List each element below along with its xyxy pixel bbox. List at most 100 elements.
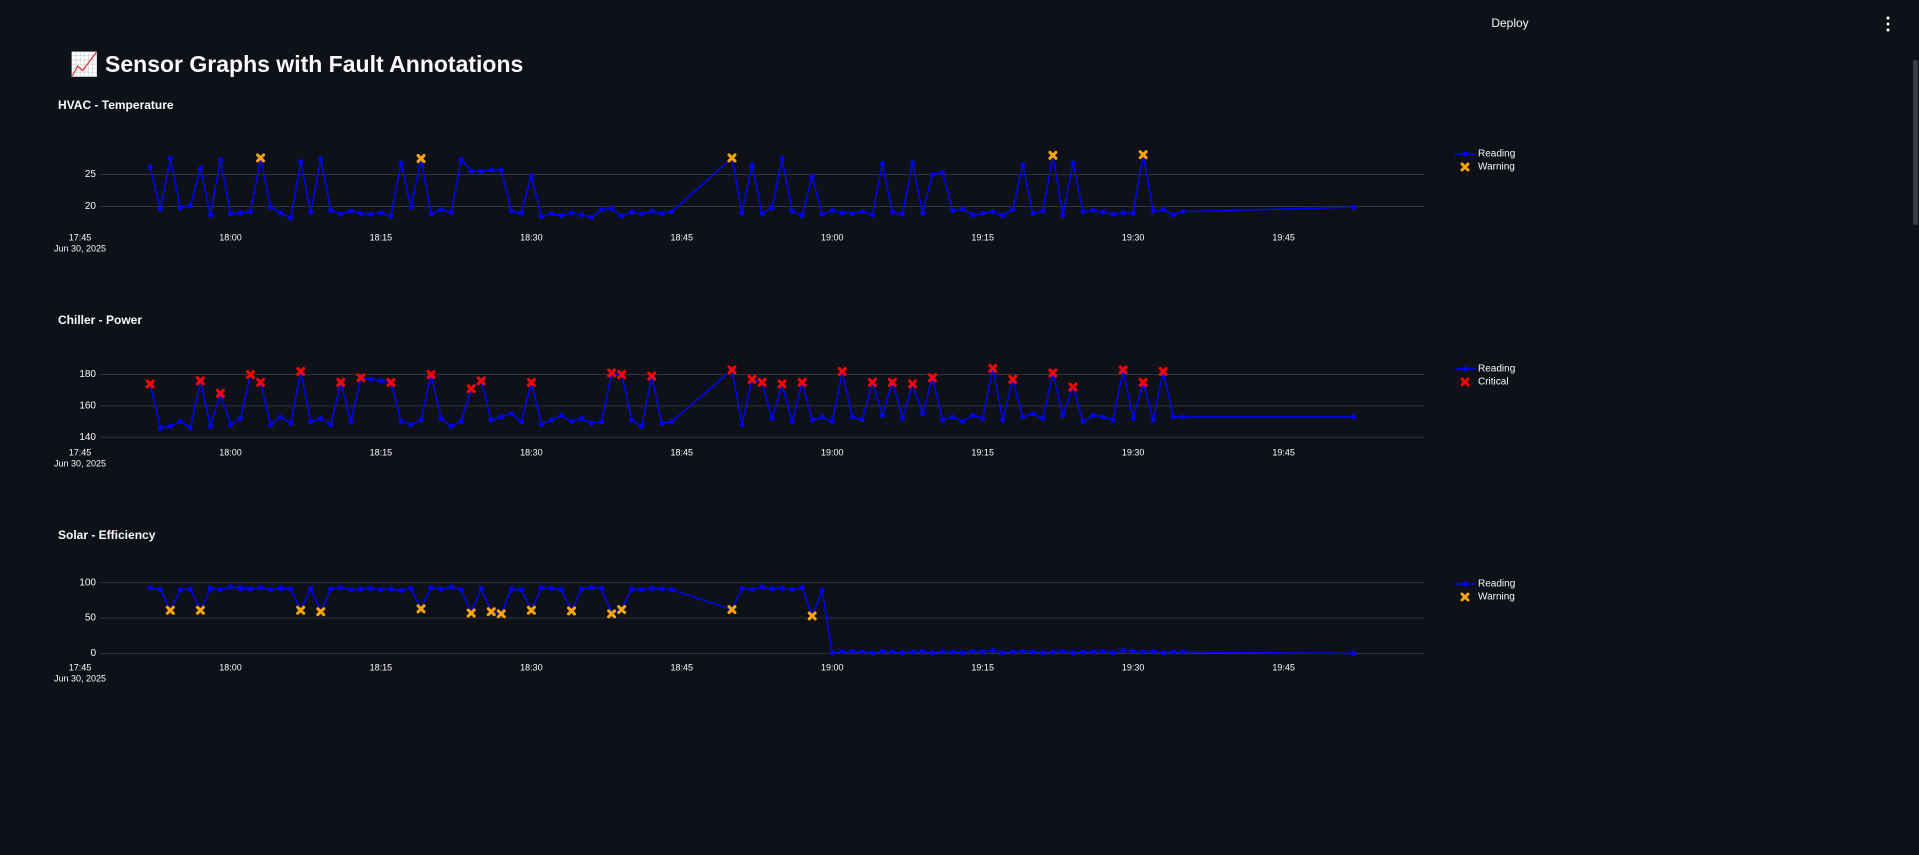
x-date-label: Jun 30, 2025 [54,243,106,253]
reading-point [308,209,314,215]
reading-point [879,161,885,167]
y-tick-label: 180 [79,369,96,380]
fault-marker [416,154,426,164]
reading-point [1000,417,1006,423]
reading-point [368,211,374,217]
reading-point [769,586,775,592]
reading-point [1351,650,1357,656]
reading-point [1130,648,1136,654]
reading-point [980,649,986,655]
reading-point [1160,207,1166,213]
reading-point [1050,649,1056,655]
fault-marker [195,376,205,386]
legend-label: Reading [1478,149,1515,160]
reading-point [448,209,454,215]
reading-point [809,417,815,423]
fault-marker [336,377,346,387]
reading-point [288,586,294,592]
legend-label: Critical [1478,377,1509,388]
scrollbar[interactable] [1913,60,1918,225]
reading-point [238,585,244,591]
reading-point [1150,208,1156,214]
y-tick-label: 0 [90,648,96,659]
reading-point [177,587,183,593]
reading-point [438,207,444,213]
reading-point [278,414,284,420]
reading-point [548,211,554,217]
reading-point [498,167,504,173]
reading-point [227,584,233,590]
reading-point [167,156,173,162]
reading-point [548,585,554,591]
x-tick-label: 19:30 [1122,447,1145,457]
fault-marker [165,605,175,615]
reading-point [930,172,936,178]
reading-point [849,648,855,654]
reading-point [920,411,926,417]
legend-label: Warning [1478,162,1515,173]
reading-point [849,211,855,217]
reading-point [869,650,875,656]
reading-point [940,170,946,176]
reading-point [859,417,865,423]
fault-marker [316,607,326,617]
reading-point [458,157,464,163]
reading-point [408,422,414,428]
x-tick-label: 17:45 [69,447,92,457]
reading-point [328,422,334,428]
x-date-label: Jun 30, 2025 [54,458,106,468]
reading-point [1040,415,1046,421]
reading-point [779,156,785,162]
fault-marker [727,365,737,375]
x-tick-label: 19:45 [1272,662,1295,672]
reading-point [1170,212,1176,218]
x-tick-label: 18:15 [370,662,393,672]
reading-point [950,649,956,655]
fault-marker [607,609,617,619]
fault-marker [466,384,476,394]
fault-marker [928,373,938,383]
reading-point [589,420,595,426]
reading-point [207,423,213,429]
reading-point [739,585,745,591]
reading-point [147,164,153,170]
menu-button[interactable] [1886,16,1890,32]
reading-point [1160,650,1166,656]
fault-marker [246,370,256,380]
reading-point [960,206,966,212]
reading-point [1130,415,1136,421]
fault-marker [1118,365,1128,375]
x-tick-label: 18:45 [671,447,694,457]
fault-marker [887,377,897,387]
reading-point [889,209,895,215]
menu-dot [1886,22,1890,26]
reading-point [328,586,334,592]
reading-point [187,586,193,592]
reading-point [268,587,274,593]
x-tick-label: 19:15 [971,447,994,457]
reading-point [779,585,785,591]
fault-marker [1138,150,1148,160]
reading-point [1130,211,1136,217]
legend-label: Reading [1478,579,1515,590]
reading-point [789,208,795,214]
reading-point [579,586,585,592]
reading-point [167,423,173,429]
reading-point [147,585,153,591]
fault-marker [867,377,877,387]
reading-point [819,211,825,217]
deploy-button[interactable]: Deploy [1491,16,1528,30]
reading-point [558,212,564,218]
reading-point [759,584,765,590]
reading-point [288,215,294,221]
reading-point [649,585,655,591]
y-tick-label: 100 [79,577,96,588]
fault-marker [496,609,506,619]
reading-point [829,419,835,425]
reading-point [1030,649,1036,655]
reading-point [197,165,203,171]
reading-point [508,411,514,417]
reading-point [1110,650,1116,656]
reading-point [157,425,163,431]
